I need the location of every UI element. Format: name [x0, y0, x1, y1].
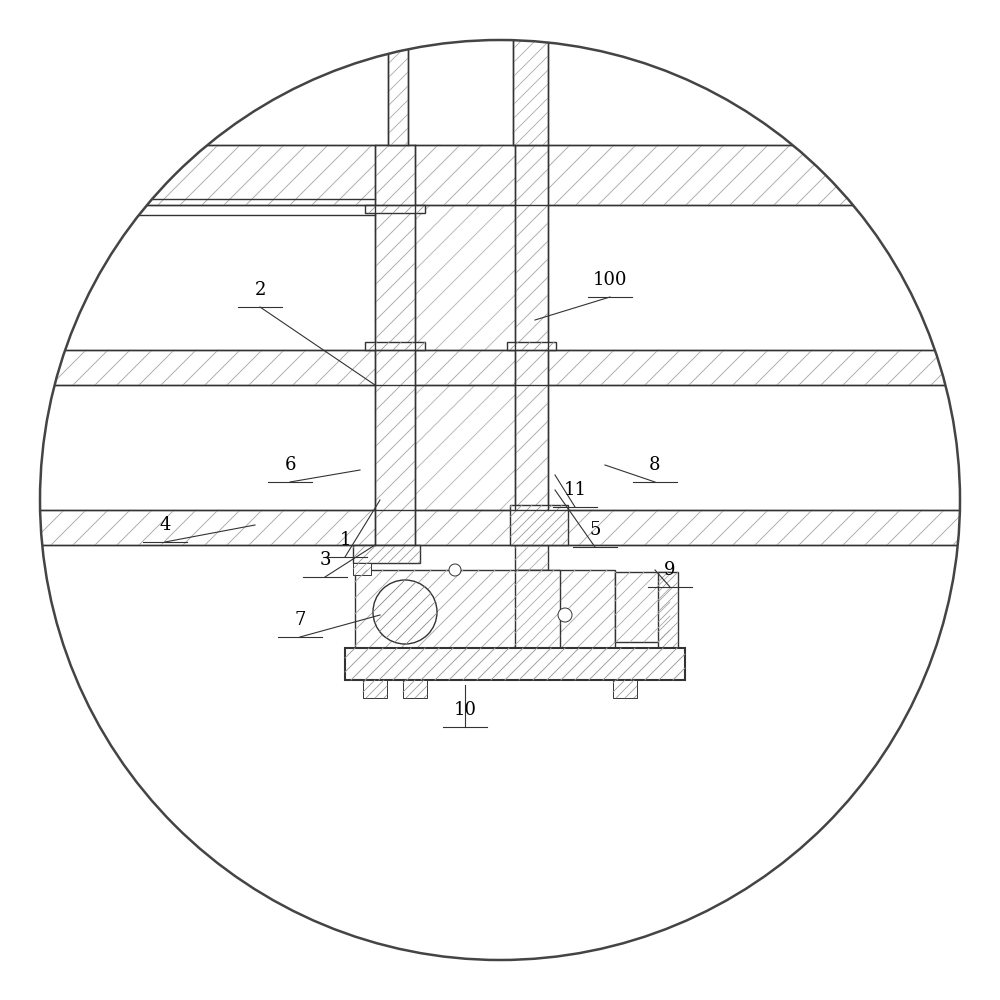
Text: 10: 10 [454, 701, 477, 719]
Text: 9: 9 [664, 561, 676, 579]
Bar [0, 385, 275, 510]
Bar [548, 385, 1000, 510]
Bar [658, 572, 678, 667]
Bar [513, 0, 548, 145]
Bar [0, 205, 275, 350]
Bar [363, 680, 387, 698]
Bar [0, 0, 288, 145]
Bar [0, 145, 1000, 205]
Text: 100: 100 [593, 271, 627, 289]
Bar [365, 342, 425, 350]
Bar [355, 570, 615, 650]
Text: 5: 5 [589, 521, 601, 539]
Text: 4: 4 [159, 516, 171, 534]
Bar [0, 680, 1000, 1000]
Bar [548, 205, 1000, 350]
Circle shape [558, 608, 572, 622]
Bar [353, 563, 371, 575]
Text: 11: 11 [564, 481, 586, 499]
Bar [515, 545, 548, 570]
Text: 7: 7 [294, 611, 306, 629]
Bar [345, 648, 685, 680]
Bar [408, 0, 513, 145]
Text: 2: 2 [254, 281, 266, 299]
Bar [0, 510, 1000, 545]
Bar [375, 145, 415, 545]
Bar [353, 545, 420, 563]
Bar [515, 145, 548, 510]
Circle shape [449, 564, 461, 576]
Bar [510, 505, 568, 545]
Text: 1: 1 [339, 531, 351, 549]
Bar [685, 545, 1000, 1000]
Bar [0, 545, 345, 1000]
Bar [388, 0, 408, 145]
Text: 3: 3 [319, 551, 331, 569]
Bar [403, 680, 427, 698]
Bar [515, 570, 560, 650]
Bar [365, 205, 425, 213]
Bar [548, 0, 1000, 145]
Bar [507, 342, 556, 350]
Bar [0, 350, 1000, 385]
Circle shape [373, 580, 437, 644]
Bar [613, 680, 637, 698]
Text: 6: 6 [284, 456, 296, 474]
Text: 8: 8 [649, 456, 661, 474]
Bar [615, 572, 670, 642]
